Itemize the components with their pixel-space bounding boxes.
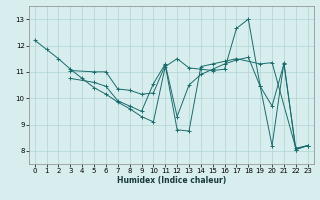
X-axis label: Humidex (Indice chaleur): Humidex (Indice chaleur) — [116, 176, 226, 185]
